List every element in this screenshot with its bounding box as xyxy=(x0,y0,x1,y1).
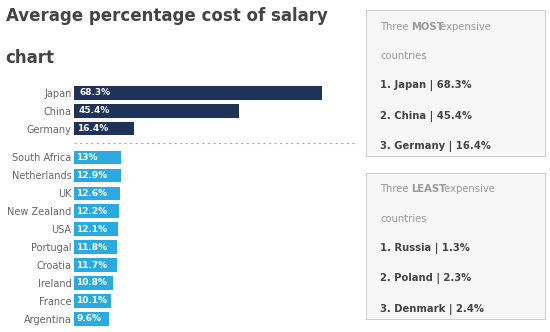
Text: 3. Germany | 16.4%: 3. Germany | 16.4% xyxy=(380,141,491,152)
Text: LEAST: LEAST xyxy=(411,184,447,194)
Text: countries: countries xyxy=(380,51,427,61)
Text: 1. Russia | 1.3%: 1. Russia | 1.3% xyxy=(380,243,470,254)
Text: 45.4%: 45.4% xyxy=(78,106,109,115)
Text: 2. Poland | 2.3%: 2. Poland | 2.3% xyxy=(380,274,471,285)
Text: 3. Denmark | 2.4%: 3. Denmark | 2.4% xyxy=(380,304,484,315)
Text: MOST: MOST xyxy=(411,22,444,32)
Bar xyxy=(74,151,122,164)
Text: 11.7%: 11.7% xyxy=(76,261,108,270)
Text: 2. China | 45.4%: 2. China | 45.4% xyxy=(380,111,472,122)
Text: expensive: expensive xyxy=(441,184,494,194)
Text: 12.9%: 12.9% xyxy=(76,171,108,180)
Bar xyxy=(74,312,109,326)
Text: Three: Three xyxy=(380,22,411,32)
Bar xyxy=(74,104,239,118)
Text: 16.4%: 16.4% xyxy=(76,124,108,133)
Text: chart: chart xyxy=(6,49,54,67)
Text: 13%: 13% xyxy=(76,153,98,162)
Text: 68.3%: 68.3% xyxy=(79,88,111,97)
Bar xyxy=(74,258,117,272)
Text: 12.6%: 12.6% xyxy=(76,189,107,198)
Bar xyxy=(74,86,322,100)
Text: 12.1%: 12.1% xyxy=(76,225,107,234)
Text: 11.8%: 11.8% xyxy=(76,243,107,252)
Bar xyxy=(74,294,111,308)
Bar xyxy=(74,276,113,290)
Text: countries: countries xyxy=(380,213,427,223)
Text: expensive: expensive xyxy=(437,22,491,32)
Bar xyxy=(74,122,134,135)
Bar xyxy=(74,205,119,218)
Text: 10.1%: 10.1% xyxy=(76,296,107,305)
Text: 10.8%: 10.8% xyxy=(76,279,107,288)
Bar xyxy=(74,222,118,236)
Text: Average percentage cost of salary: Average percentage cost of salary xyxy=(6,7,327,25)
Bar xyxy=(74,240,117,254)
Text: 1. Japan | 68.3%: 1. Japan | 68.3% xyxy=(380,80,472,91)
Text: Three: Three xyxy=(380,184,411,194)
Bar xyxy=(74,187,120,200)
Bar xyxy=(74,169,121,182)
Text: 9.6%: 9.6% xyxy=(76,314,101,323)
Text: 12.2%: 12.2% xyxy=(76,207,107,216)
